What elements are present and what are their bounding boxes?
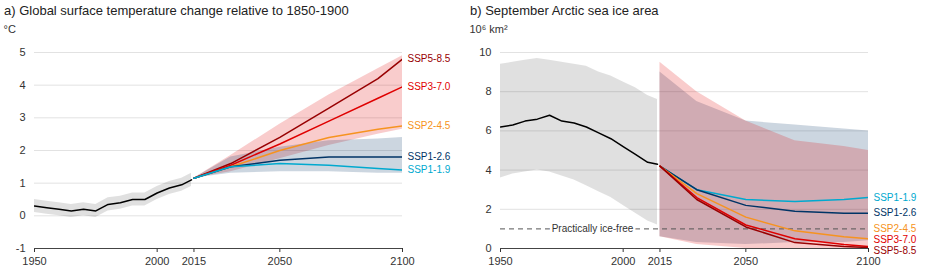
svg-text:1950: 1950	[488, 255, 512, 267]
svg-text:SSP1-2.6: SSP1-2.6	[874, 207, 917, 218]
svg-text:3: 3	[19, 111, 25, 123]
svg-text:2000: 2000	[145, 255, 169, 267]
svg-text:SSP1-1.9: SSP1-1.9	[408, 164, 451, 175]
svg-text:4: 4	[19, 79, 25, 91]
svg-text:1: 1	[19, 177, 25, 189]
svg-text:6: 6	[485, 124, 491, 136]
svg-text:2050: 2050	[734, 255, 758, 267]
html-text:b) September Arctic sea ice ar: b) September Arctic sea ice area	[470, 3, 659, 18]
svg-text:0: 0	[19, 209, 25, 221]
svg-text:2015: 2015	[648, 255, 672, 267]
svg-text:2100: 2100	[390, 255, 414, 267]
svg-text:2050: 2050	[268, 255, 292, 267]
svg-text:°C: °C	[4, 23, 16, 35]
svg-text:2000: 2000	[611, 255, 635, 267]
svg-text:SSP2-4.5: SSP2-4.5	[408, 120, 451, 131]
svg-text:SSP5-8.5: SSP5-8.5	[408, 53, 451, 64]
svg-text:0: 0	[485, 242, 491, 254]
svg-text:10⁶ km²: 10⁶ km²	[470, 23, 508, 35]
svg-text:2: 2	[485, 203, 491, 215]
svg-text:2015: 2015	[182, 255, 206, 267]
svg-text:2100: 2100	[856, 255, 880, 267]
html-text:a) Global surface temperature: a) Global surface temperature change rel…	[4, 3, 349, 18]
svg-text:4: 4	[485, 164, 491, 176]
svg-text:SSP2-4.5: SSP2-4.5	[874, 223, 917, 234]
svg-text:SSP3-7.0: SSP3-7.0	[408, 81, 451, 92]
svg-text:1950: 1950	[22, 255, 46, 267]
svg-text:5: 5	[19, 46, 25, 58]
svg-text:SSP1-1.9: SSP1-1.9	[874, 192, 917, 203]
svg-text:10: 10	[479, 46, 491, 58]
svg-text:2: 2	[19, 144, 25, 156]
svg-text:8: 8	[485, 85, 491, 97]
svg-text:-1: -1	[16, 242, 26, 254]
svg-text:Practically ice-free: Practically ice-free	[552, 223, 634, 234]
svg-text:SSP1-2.6: SSP1-2.6	[408, 151, 451, 162]
svg-text:SSP5-8.5: SSP5-8.5	[874, 245, 917, 256]
svg-text:SSP3-7.0: SSP3-7.0	[874, 234, 917, 245]
